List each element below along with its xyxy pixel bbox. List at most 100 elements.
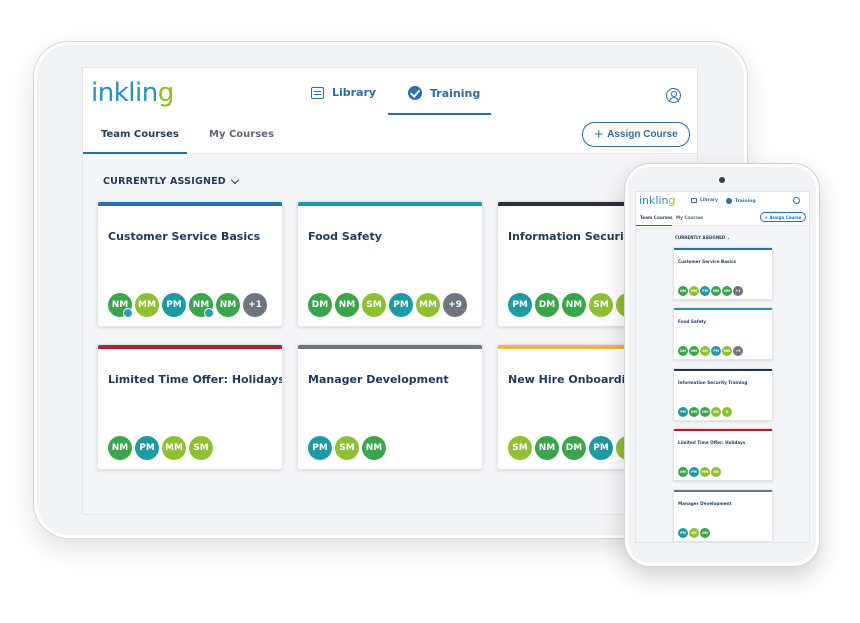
phone-assign-course-button[interactable]: + Assign Course [760, 212, 806, 222]
tab-my-courses[interactable]: My Courses [209, 129, 274, 140]
nav-training[interactable]: Training [408, 86, 480, 100]
avatar[interactable]: SM [508, 436, 532, 460]
chevron-down-icon [230, 175, 240, 185]
assignee-avatars: NM PM MM SM [108, 436, 213, 460]
card-color-bar [674, 429, 772, 431]
phone-top-bar: inkling Library Training Team Courses My… [636, 192, 809, 226]
card-color-bar [98, 202, 282, 206]
inkling-logo[interactable]: inkling [91, 78, 174, 108]
avatar[interactable]: NM [108, 436, 132, 460]
avatar[interactable]: PM [678, 407, 688, 417]
avatar[interactable]: NM [335, 293, 359, 317]
avatar[interactable]: SM [700, 346, 710, 356]
avatar[interactable]: PM [711, 346, 721, 356]
avatar[interactable]: MM [416, 293, 440, 317]
phone-course-card[interactable]: Food Safety DM NM SM PM MM +9 [673, 307, 773, 360]
library-icon [691, 198, 697, 203]
avatar[interactable]: NM [108, 293, 133, 318]
avatar[interactable]: PM [508, 293, 532, 317]
tab-team-courses[interactable]: Team Courses [101, 129, 179, 140]
phone-tab-my-courses[interactable]: My Courses [676, 215, 704, 220]
avatar[interactable]: NM [678, 286, 688, 296]
avatar[interactable]: NM [678, 467, 688, 477]
avatar[interactable]: DM [678, 346, 688, 356]
course-card[interactable]: Customer Service Basics NM MM PM NM NM +1 [97, 201, 283, 327]
phone-nav-training[interactable]: Training [726, 198, 756, 204]
avatar[interactable]: MM [700, 467, 710, 477]
phone-course-title: Manager Development [678, 501, 732, 506]
course-title: Customer Service Basics [108, 230, 261, 243]
avatar[interactable]: PM [589, 436, 613, 460]
avatar[interactable]: MM [135, 293, 159, 317]
assign-course-button[interactable]: + Assign Course [582, 122, 690, 147]
phone-nav-library-label: Library [700, 198, 719, 203]
course-card[interactable]: Manager Development PM SM NM [297, 344, 483, 470]
phone-assignee-avatars: PM SM NM [678, 528, 710, 538]
avatar[interactable]: DM [308, 293, 332, 317]
course-card[interactable]: Limited Time Offer: Holidays NM PM MM SM [97, 344, 283, 470]
check-circle-icon [408, 86, 422, 100]
avatar[interactable]: DM [562, 436, 586, 460]
course-card[interactable]: Food Safety DM NM SM PM MM +9 [297, 201, 483, 327]
avatar[interactable]: SM [335, 436, 359, 460]
avatar[interactable]: DM [689, 407, 699, 417]
avatar[interactable]: MM [722, 346, 732, 356]
avatar[interactable]: MM [162, 436, 186, 460]
more-assignees-badge[interactable]: +1 [733, 286, 743, 296]
avatar[interactable]: PM [689, 467, 699, 477]
phone-course-card[interactable]: Manager Development PM SM NM [673, 489, 773, 542]
phone-inkling-logo[interactable]: inkling [639, 194, 676, 207]
card-color-bar [674, 490, 772, 492]
avatar[interactable]: PM [162, 293, 186, 317]
avatar[interactable]: SM [711, 467, 721, 477]
avatar[interactable]: NM [362, 436, 386, 460]
phone-assign-course-label: Assign Course [769, 214, 802, 220]
avatar[interactable]: PM [678, 528, 688, 538]
avatar[interactable]: NM [189, 293, 214, 318]
avatar[interactable]: S [722, 407, 732, 417]
avatar[interactable]: NM [689, 346, 699, 356]
phone-course-card[interactable]: Limited Time Offer: Holidays NM PM MM SM [673, 428, 773, 481]
card-color-bar [674, 308, 772, 310]
user-profile-icon[interactable] [793, 197, 800, 204]
avatar[interactable]: MM [689, 286, 699, 296]
avatar[interactable]: PM [700, 286, 710, 296]
assignee-avatars: DM NM SM PM MM +9 [308, 293, 467, 317]
user-profile-icon[interactable] [666, 88, 681, 103]
course-title: Food Safety [308, 230, 382, 243]
phone-nav-library[interactable]: Library [691, 198, 718, 203]
avatar[interactable]: DM [535, 293, 559, 317]
course-title: New Hire Onboarding [508, 373, 642, 386]
avatar[interactable]: NM [562, 293, 586, 317]
card-color-bar [98, 345, 282, 349]
avatar[interactable]: NM [700, 528, 710, 538]
check-circle-icon [726, 198, 732, 204]
more-assignees-badge[interactable]: +9 [443, 293, 467, 317]
assignee-avatars: NM MM PM NM NM +1 [108, 293, 267, 318]
phone-course-title: Limited Time Offer: Holidays [678, 440, 746, 445]
nav-active-indicator [388, 113, 491, 115]
avatar[interactable]: PM [308, 436, 332, 460]
phone-course-card[interactable]: Customer Service Basics NM MM PM NM NM +1 [673, 247, 773, 300]
phone-currently-assigned-dropdown[interactable]: CURRENTLY ASSIGNED ⌄ [675, 235, 730, 240]
phone-tab-team-courses[interactable]: Team Courses [640, 215, 673, 220]
avatar[interactable]: NM [722, 286, 732, 296]
avatar[interactable]: SM [189, 436, 213, 460]
nav-library[interactable]: Library [311, 86, 376, 99]
phone-course-card[interactable]: Information Security Training PM DM NM SM S [673, 368, 773, 421]
currently-assigned-dropdown[interactable]: CURRENTLY ASSIGNED [103, 175, 240, 187]
avatar[interactable]: SM [589, 293, 613, 317]
assign-course-label: Assign Course [607, 129, 678, 140]
avatar[interactable]: NM [216, 293, 240, 317]
avatar[interactable]: SM [362, 293, 386, 317]
avatar[interactable]: PM [389, 293, 413, 317]
avatar[interactable]: NM [535, 436, 559, 460]
avatar[interactable]: SM [689, 528, 699, 538]
avatar[interactable]: NM [700, 407, 710, 417]
avatar[interactable]: NM [711, 286, 721, 296]
avatar[interactable]: SM [711, 407, 721, 417]
more-assignees-badge[interactable]: +1 [243, 293, 267, 317]
card-color-bar [298, 202, 482, 206]
avatar[interactable]: PM [135, 436, 159, 460]
more-assignees-badge[interactable]: +9 [733, 346, 743, 356]
